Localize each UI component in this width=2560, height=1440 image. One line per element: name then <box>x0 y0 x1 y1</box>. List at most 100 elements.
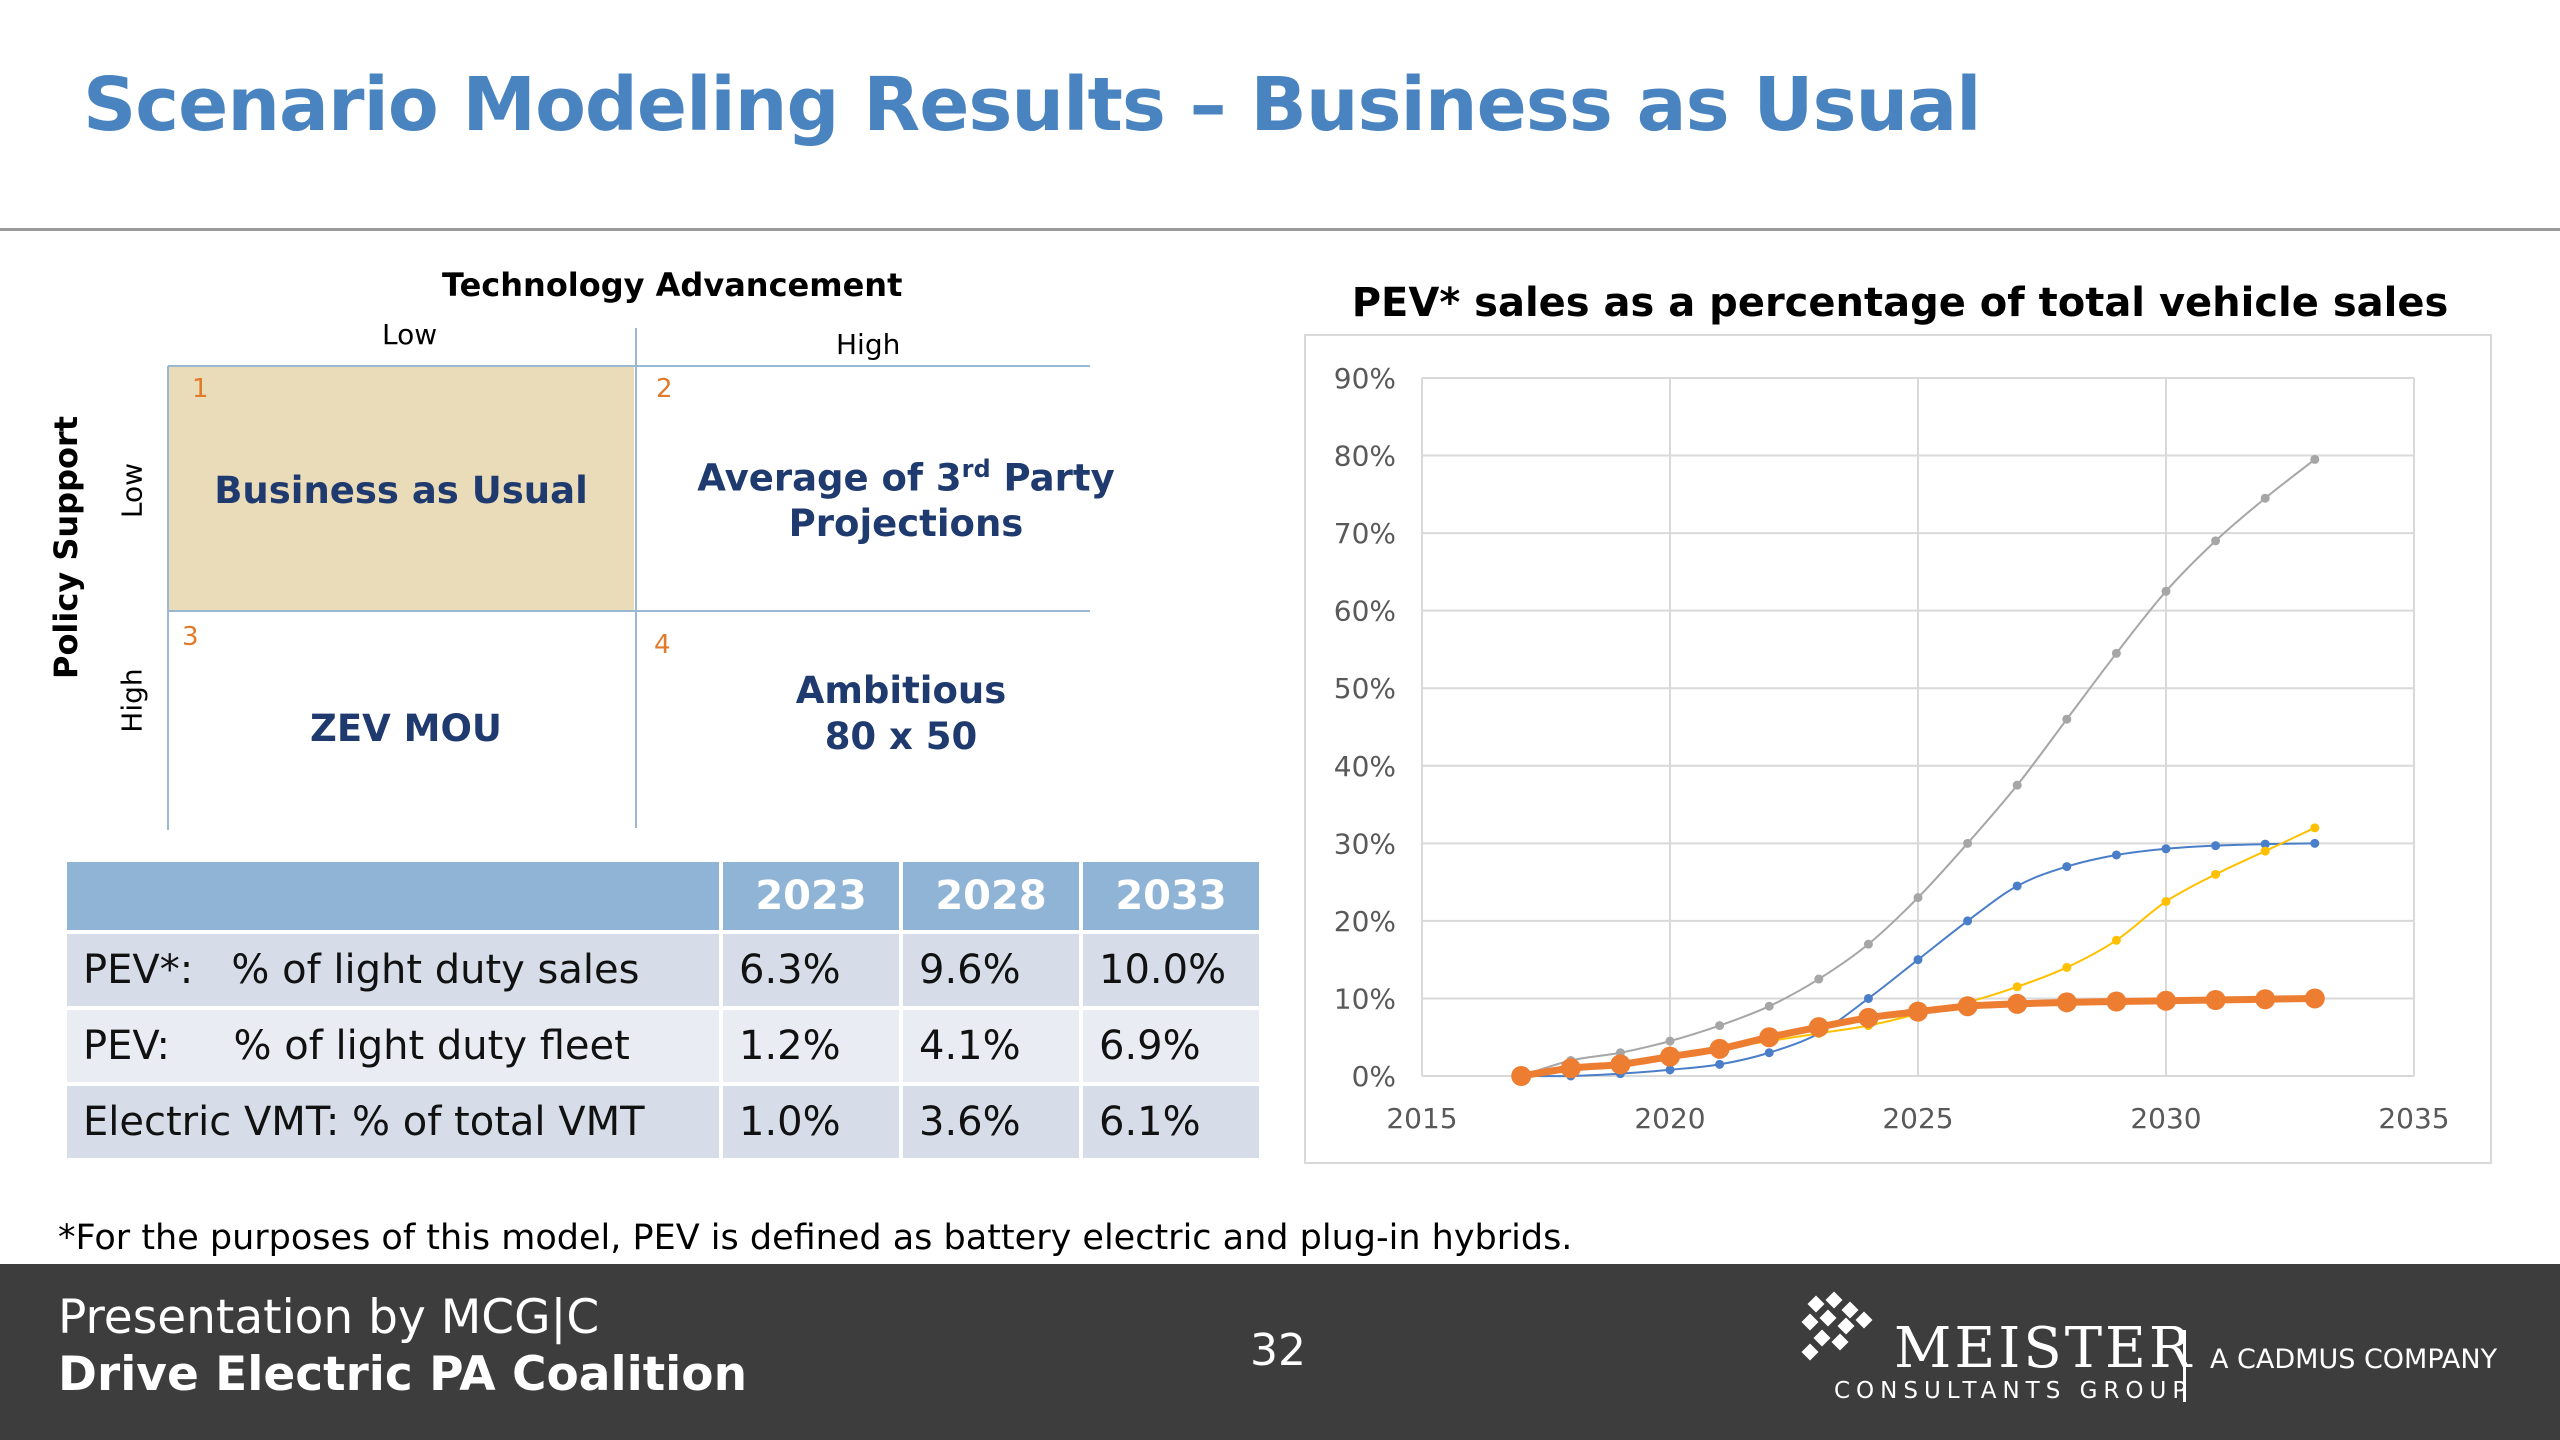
table-cell: 6.3% <box>723 934 899 1006</box>
footer-coalition: Drive Electric PA Coalition <box>58 1347 748 1402</box>
table-cell: 1.2% <box>723 1010 899 1082</box>
series-2-point <box>1665 1065 1675 1075</box>
x-axis-title: Technology Advancement <box>442 266 903 304</box>
y-tick-label: 50% <box>1334 672 1396 705</box>
results-table: 2023 2028 2033 PEV*: % of light duty sal… <box>63 858 1263 1162</box>
cell-4-text-line2: 80 x 50 <box>824 715 978 758</box>
series-1-point <box>1913 893 1923 903</box>
series-1-point <box>2260 493 2270 503</box>
series-1-point <box>1963 838 1973 848</box>
cell-2-text-line2: Projections <box>788 502 1024 546</box>
table-cell: 6.9% <box>1083 1010 1259 1082</box>
table-header-2028: 2028 <box>903 862 1079 930</box>
table-cell: 3.6% <box>903 1086 1079 1158</box>
series-1-point <box>1665 1036 1675 1046</box>
row-label: PEV*: % of light duty sales <box>67 934 719 1006</box>
series-2-point <box>2211 841 2221 851</box>
series-1-point <box>2012 780 2022 790</box>
series-2-point <box>1913 955 1923 965</box>
series-4-point <box>1759 1027 1780 1048</box>
x-tick-label: 2035 <box>2378 1102 2449 1135</box>
series-4-point <box>1858 1007 1879 1028</box>
y-low-label: Low <box>115 462 149 519</box>
series-1-point <box>1764 1001 1774 1011</box>
table-header-2023: 2023 <box>723 862 899 930</box>
y-tick-label: 90% <box>1334 362 1396 395</box>
chart-title: PEV* sales as a percentage of total vehi… <box>1351 280 2449 326</box>
y-tick-label: 60% <box>1334 595 1396 628</box>
cell-2-text-sup: rd <box>961 455 991 483</box>
cell-1-number: 1 <box>192 374 209 404</box>
y-tick-label: 30% <box>1334 827 1396 860</box>
series-2-point <box>2310 838 2320 848</box>
series-4-point <box>2106 991 2127 1012</box>
table-row: PEV*: % of light duty sales 6.3% 9.6% 10… <box>67 934 1259 1006</box>
logo-subtitle: CONSULTANTS GROUP <box>1834 1378 2193 1404</box>
y-axis-title: Policy Support <box>47 415 85 679</box>
series-4-point <box>1560 1058 1581 1079</box>
series-3-point <box>2111 935 2121 945</box>
series-1-point <box>2111 648 2121 658</box>
series-4-point <box>2156 990 2176 1011</box>
table-cell: 1.0% <box>723 1086 899 1158</box>
series-4-point <box>1709 1038 1730 1059</box>
cell-2-text: Average of 3rd Party Projections <box>636 446 1176 547</box>
series-4-point <box>1660 1046 1680 1067</box>
table-header-blank <box>67 862 719 930</box>
x-tick-label: 2025 <box>1882 1102 1953 1135</box>
series-4-point <box>1957 996 1978 1017</box>
series-1-point <box>1715 1021 1725 1031</box>
cell-4-number: 4 <box>654 630 671 660</box>
series-2-point <box>2111 850 2121 860</box>
table-header-row: 2023 2028 2033 <box>67 862 1259 930</box>
series-3-point <box>2211 869 2221 879</box>
cell-3-text: ZEV MOU <box>310 707 502 750</box>
footer-presenter: Presentation by MCG|C <box>58 1290 600 1345</box>
series-4-point <box>1610 1054 1631 1075</box>
series-4-point <box>2304 988 2325 1009</box>
series-1-point <box>1814 974 1824 984</box>
y-high-label: High <box>115 668 149 733</box>
series-2-point <box>2012 881 2022 891</box>
series-1-point <box>2062 714 2072 724</box>
series-3-point <box>2012 982 2022 992</box>
title-divider <box>0 228 2560 231</box>
matrix-center-hline <box>168 610 1090 612</box>
series-4-point <box>1511 1066 1532 1086</box>
series-4-point <box>2205 989 2226 1010</box>
series-2-point <box>1715 1059 1725 1069</box>
table-cell: 6.1% <box>1083 1086 1259 1158</box>
pev-sales-line-chart: 0% 10% 20% 30% 40% 50% 60% 70% 80% 90% 2015 2020 202… <box>1334 362 2450 1135</box>
cell-2-text-post: Party <box>990 456 1115 500</box>
row-label: PEV: % of light duty fleet <box>67 1010 719 1082</box>
matrix-center-vline <box>635 328 637 828</box>
page-number: 32 <box>1250 1325 1306 1376</box>
table-cell: 4.1% <box>903 1010 1079 1082</box>
y-tick-label: 0% <box>1352 1060 1396 1093</box>
cell-2-text-pre: Average of 3 <box>697 456 962 500</box>
series-1-point <box>1863 939 1873 949</box>
logo-divider <box>2183 1330 2186 1402</box>
series-4-point <box>2056 992 2077 1013</box>
cell-4-text: Ambitious 80 x 50 <box>636 668 1166 760</box>
logo-mark-icon <box>1800 1290 1880 1370</box>
series-2-point <box>1764 1048 1774 1058</box>
series-1-point <box>2211 536 2221 546</box>
cell-3-number: 3 <box>182 622 199 652</box>
table-row: PEV: % of light duty fleet 1.2% 4.1% 6.9… <box>67 1010 1259 1082</box>
matrix-top-line <box>168 365 1090 367</box>
y-tick-label: 40% <box>1334 750 1396 783</box>
footer-bar <box>0 1264 2560 1440</box>
series-1-point <box>2161 586 2171 596</box>
series-3-point <box>2161 897 2171 906</box>
series-1-point <box>2310 454 2320 464</box>
table-header-2033: 2033 <box>1083 862 1259 930</box>
series-4-point <box>1908 1001 1928 1022</box>
cell-2-number: 2 <box>656 374 673 404</box>
series-2-point <box>1863 993 1873 1003</box>
series-4-point <box>1808 1017 1829 1038</box>
logo-company: A CADMUS COMPANY <box>2210 1344 2498 1375</box>
scenario-matrix: Technology Advancement Low High Policy S… <box>0 260 1270 840</box>
series-2-point <box>2260 839 2270 849</box>
series-2-point <box>2161 844 2171 854</box>
